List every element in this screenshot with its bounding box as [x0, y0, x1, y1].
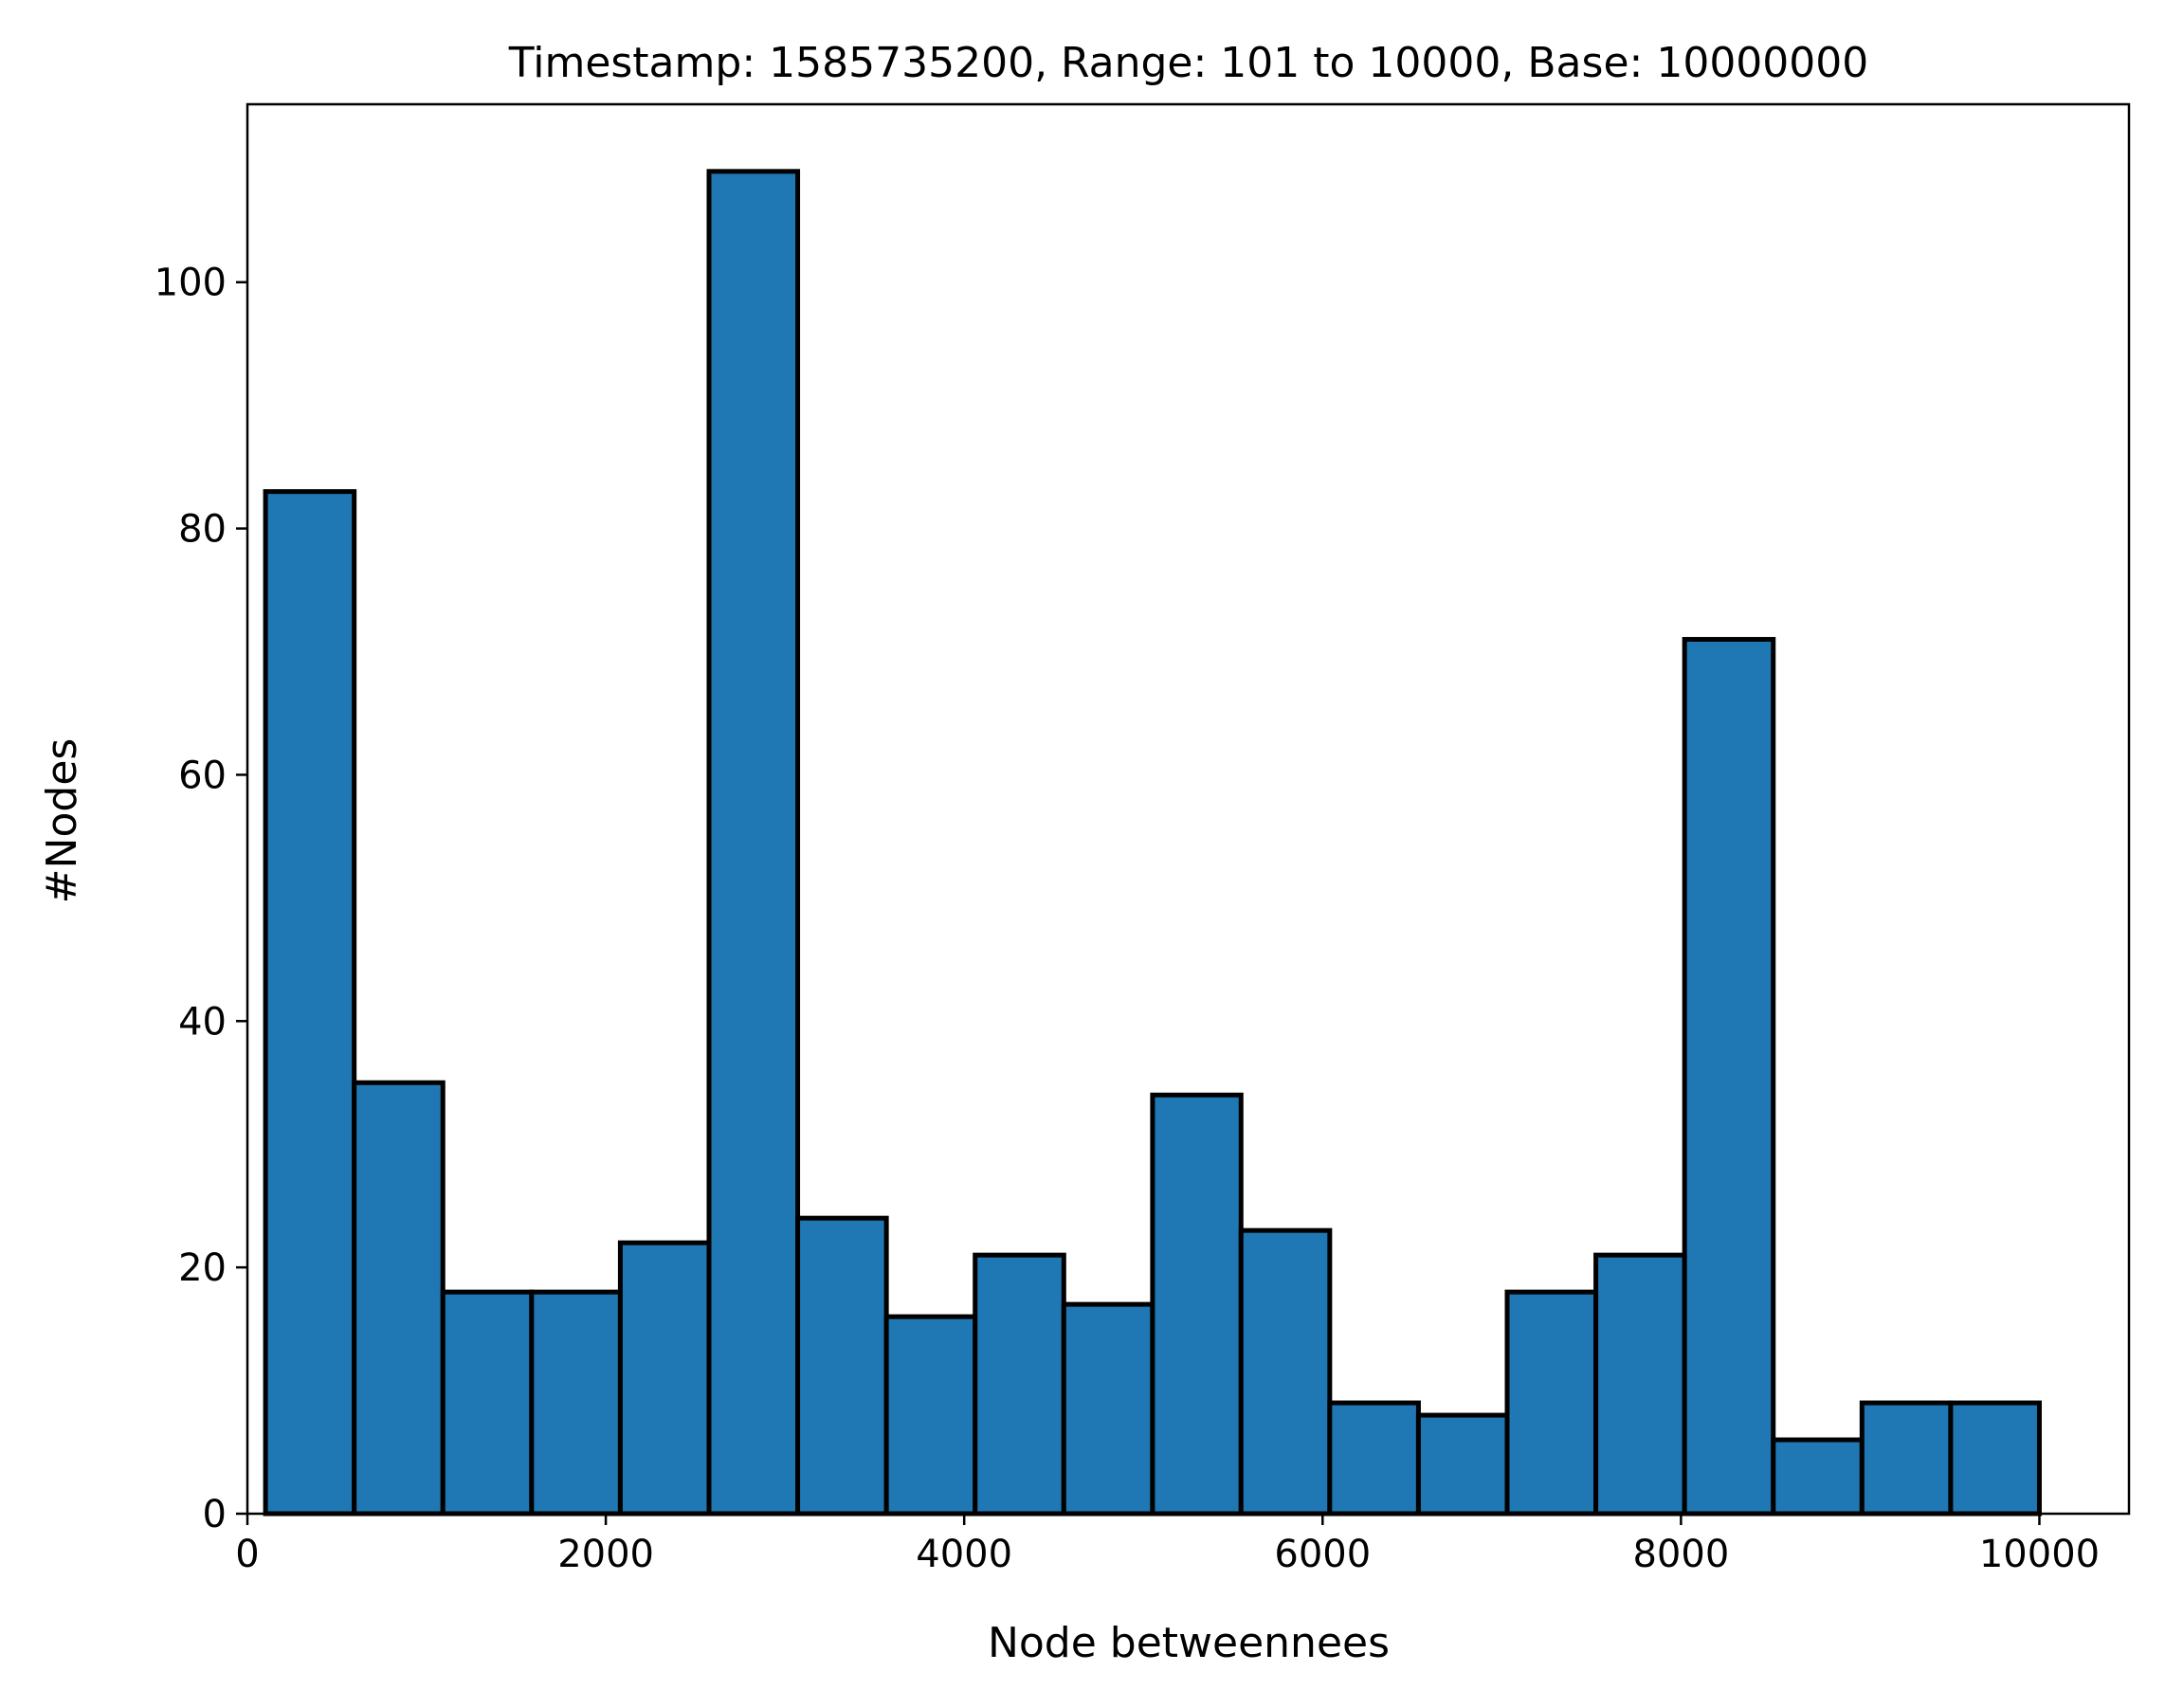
- x-tick-label: 4000: [916, 1533, 1012, 1576]
- histogram-bar: [1682, 637, 1776, 1517]
- x-tick-label: 8000: [1632, 1533, 1729, 1576]
- histogram-bar: [617, 1240, 712, 1517]
- bars-group: [263, 169, 2042, 1517]
- histogram-bar: [1859, 1400, 1954, 1517]
- x-axis-ticks: 0 2000 4000 6000 8000 10000: [235, 1514, 2100, 1576]
- histogram-bar: [1061, 1301, 1155, 1517]
- histogram-bar: [1415, 1412, 1510, 1517]
- histogram-bar: [1948, 1400, 2042, 1517]
- x-tick-label: 10000: [1979, 1533, 2100, 1576]
- histogram-bar: [795, 1215, 889, 1517]
- histogram-bar: [1150, 1092, 1244, 1517]
- histogram-bar: [263, 489, 357, 1517]
- y-tick-label: 40: [178, 1000, 227, 1044]
- y-axis-ticks: 0 20 40 60 80 100: [155, 262, 247, 1536]
- histogram-bar: [1504, 1289, 1599, 1517]
- y-axis-label: #Nodes: [38, 738, 86, 904]
- histogram-bar: [1593, 1252, 1687, 1517]
- y-tick-label: 60: [178, 754, 227, 797]
- y-tick-label: 80: [178, 508, 227, 552]
- x-tick-label: 6000: [1274, 1533, 1371, 1576]
- histogram-bar: [1238, 1227, 1333, 1517]
- y-tick-label: 20: [178, 1246, 227, 1290]
- x-tick-label: 0: [235, 1533, 259, 1576]
- histogram-bar: [529, 1289, 623, 1517]
- x-tick-label: 2000: [557, 1533, 654, 1576]
- histogram-bar: [1771, 1437, 1865, 1517]
- histogram-bar: [440, 1289, 535, 1517]
- histogram-bar: [706, 169, 801, 1517]
- y-tick-label: 100: [155, 262, 227, 305]
- histogram-bar: [1327, 1400, 1421, 1517]
- histogram-bar: [352, 1080, 446, 1517]
- chart-title: Timestamp: 1585735200, Range: 101 to 100…: [508, 39, 1869, 87]
- histogram-bar: [883, 1314, 978, 1517]
- plot-area-frame: [246, 102, 2131, 1516]
- y-tick-label: 0: [203, 1493, 227, 1536]
- x-axis-label: Node betweennees: [988, 1619, 1390, 1667]
- histogram-bar: [973, 1252, 1066, 1517]
